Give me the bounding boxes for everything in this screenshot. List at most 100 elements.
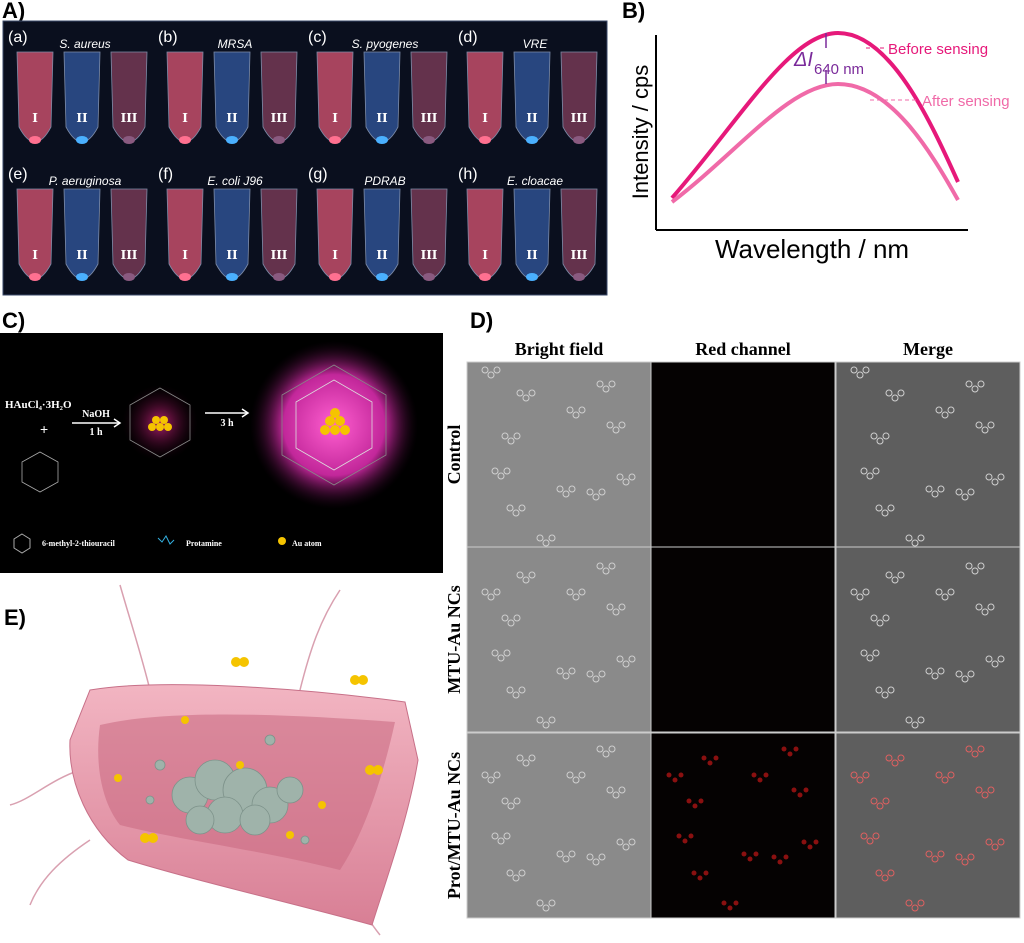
cell	[578, 406, 586, 414]
cell	[503, 467, 511, 475]
cell	[887, 686, 895, 694]
cell	[516, 754, 524, 762]
cell	[507, 619, 515, 627]
cell	[991, 843, 999, 851]
cell	[503, 832, 511, 840]
cell	[592, 858, 600, 866]
cell	[860, 832, 868, 840]
cell	[947, 771, 955, 779]
tube-bottom	[376, 136, 388, 144]
tube	[560, 51, 598, 143]
photo-frame	[2, 20, 608, 296]
cell	[578, 771, 586, 779]
cell	[493, 771, 501, 779]
cell	[997, 473, 1005, 481]
cell	[596, 562, 604, 570]
cell	[981, 791, 989, 799]
delta-label: ΔI	[793, 49, 813, 71]
cell	[612, 426, 620, 434]
cell	[917, 534, 925, 542]
cell	[850, 366, 858, 374]
before-curve	[670, 30, 960, 200]
legend-text: Protamine	[186, 539, 222, 548]
cell	[947, 588, 955, 596]
subpanel-label: (b)	[158, 29, 178, 46]
cell	[536, 716, 544, 724]
cell	[596, 745, 604, 753]
bacterium-illustration	[9, 584, 419, 936]
cell	[516, 389, 524, 397]
panel-label: C)	[2, 308, 25, 333]
cell	[522, 394, 530, 402]
tube-label: I	[32, 111, 38, 125]
red-cell	[797, 792, 803, 798]
red-cell	[697, 875, 703, 881]
tube-label: II	[376, 248, 388, 262]
tube-bottom	[573, 273, 585, 281]
micrograph	[650, 732, 836, 919]
cell	[487, 776, 495, 784]
red-cell	[713, 755, 719, 761]
legend-text: 6-methyl-2-thiouracil	[42, 539, 116, 548]
cell	[911, 539, 919, 547]
plus: +	[40, 421, 48, 437]
red-cell	[787, 751, 793, 757]
cell	[937, 850, 945, 858]
cell	[481, 366, 489, 374]
after-label: After sensing	[922, 93, 1010, 110]
tube	[316, 188, 354, 280]
cell	[882, 432, 890, 440]
tube-label: I	[482, 111, 488, 125]
cell	[586, 670, 594, 678]
tube-label: III	[271, 248, 288, 262]
cell	[935, 771, 943, 779]
cell	[542, 721, 550, 729]
x-axis-label: Wavelength / nm	[715, 234, 909, 264]
red-cell	[813, 839, 819, 845]
organism: S. aureus	[59, 37, 110, 51]
red-cell	[747, 856, 753, 862]
cell	[562, 855, 570, 863]
cell	[562, 490, 570, 498]
cell	[955, 853, 963, 861]
cell	[987, 786, 995, 794]
cell	[911, 904, 919, 912]
cell	[578, 588, 586, 596]
cell	[955, 488, 963, 496]
tube-label: III	[121, 248, 138, 262]
tube-bottom	[526, 273, 538, 281]
cell	[891, 759, 899, 767]
red-cell	[686, 798, 692, 804]
red-cell	[763, 772, 769, 778]
cell	[881, 509, 889, 517]
cell	[856, 593, 864, 601]
cell	[608, 380, 616, 388]
red-cell	[672, 777, 678, 783]
tube-bottom	[273, 136, 285, 144]
cell	[887, 869, 895, 877]
tube	[363, 188, 401, 280]
red-cell	[678, 772, 684, 778]
tube-label: II	[226, 111, 238, 125]
cell	[925, 667, 933, 675]
red-cell	[666, 772, 672, 778]
cell	[507, 437, 515, 445]
cell	[568, 850, 576, 858]
cell	[975, 603, 983, 611]
cell	[602, 567, 610, 575]
row-label: MTU-Au NCs	[444, 585, 464, 694]
red-cell	[781, 746, 787, 752]
cell	[568, 667, 576, 675]
micrograph	[835, 546, 1021, 733]
subpanel-label: (e)	[8, 166, 28, 183]
reagent: HAuCl₄·3H₂O	[5, 399, 72, 411]
cell	[997, 838, 1005, 846]
cell	[528, 571, 536, 579]
cell	[506, 686, 514, 694]
cell	[850, 771, 858, 779]
micrograph	[835, 732, 1021, 919]
cell	[616, 473, 624, 481]
cell	[566, 406, 574, 414]
panel-label: A)	[2, 0, 25, 23]
cell	[981, 426, 989, 434]
